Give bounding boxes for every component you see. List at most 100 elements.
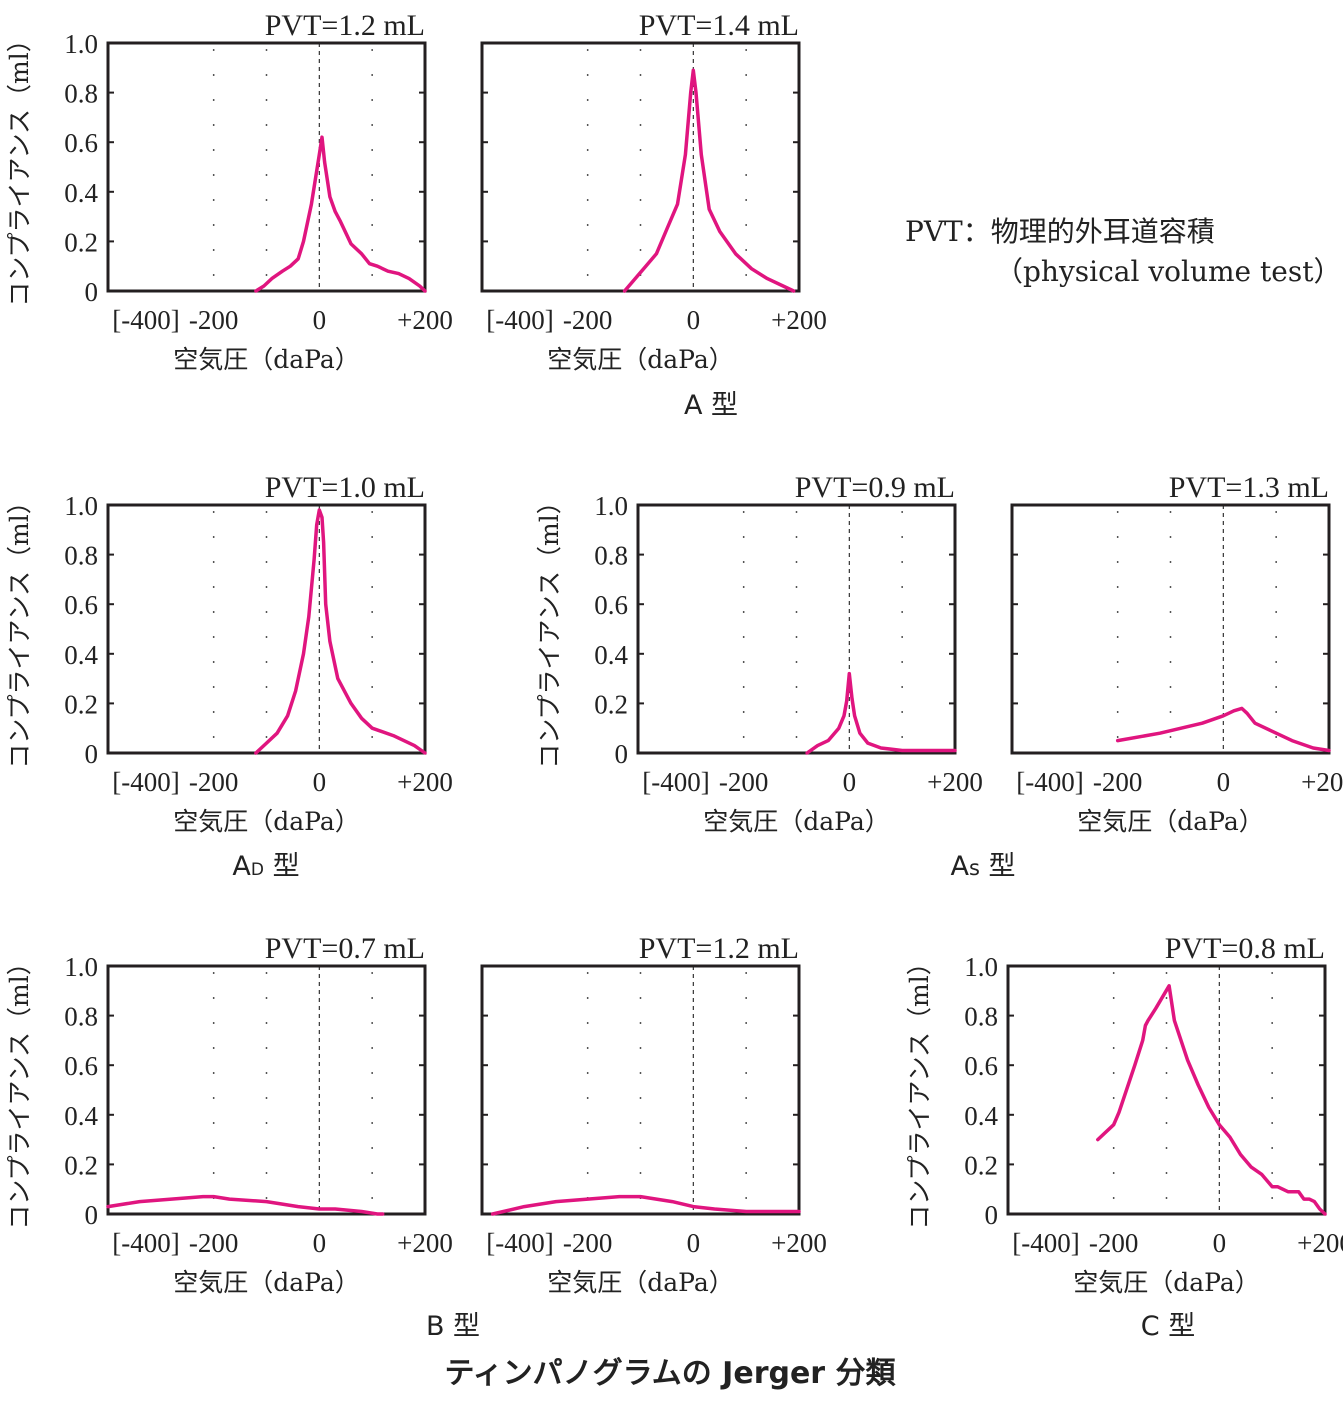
y-tick-label: 0.2 (64, 1150, 98, 1180)
chart-panel-4: PVT=0.9 mL [-400] -200 0 +200 空気圧（daPa） 1.0 0.8… (535, 471, 983, 836)
y-axis-label: コンプライアンス（ml） (5, 27, 34, 306)
y-tick-label: 0.2 (594, 689, 628, 719)
group-label-b: B 型 (426, 1311, 480, 1342)
x-tick-label: [-400] (486, 1228, 553, 1258)
y-tick-label: 1.0 (64, 29, 98, 59)
x-tick-label: +200 (1301, 767, 1343, 797)
pvt-title: PVT=0.7 mL (265, 932, 425, 965)
plot-frame (1010, 503, 1331, 755)
y-tick-label: 0.2 (64, 227, 98, 257)
x-tick-label: 0 (313, 1228, 327, 1258)
x-tick-label: [-400] (642, 767, 709, 797)
pvt-title: PVT=1.2 mL (265, 9, 425, 42)
compliance-curve (622, 68, 796, 293)
y-tick-label: 0 (615, 739, 629, 769)
x-tick-label: [-400] (112, 305, 179, 335)
x-tick-label: +200 (397, 767, 453, 797)
pvt-note-line1: PVT：物理的外耳道容積 (905, 215, 1215, 248)
chart-panel-7: PVT=1.2 mL [-400] -200 0 +200 空気圧（daPa） (480, 932, 827, 1297)
y-tick-label: 0.6 (64, 590, 98, 620)
x-tick-label: -200 (1093, 767, 1143, 797)
x-tick-label: 0 (687, 1228, 701, 1258)
x-axis-label: 空気圧（daPa） (173, 345, 360, 374)
x-tick-label: +200 (927, 767, 983, 797)
group-label-c: C 型 (1141, 1311, 1195, 1342)
compliance-curve (254, 135, 427, 293)
pvt-title: PVT=1.0 mL (265, 471, 425, 504)
pvt-note-line2: （physical volume test） (995, 255, 1341, 288)
chart-panel-3: PVT=1.0 mL [-400] -200 0 +200 空気圧（daPa） 1.0 0.8… (5, 471, 453, 836)
y-tick-label: 0.4 (64, 1101, 98, 1131)
x-tick-label: +200 (771, 1228, 827, 1258)
x-tick-label: -200 (1089, 1228, 1139, 1258)
x-tick-label: [-400] (486, 305, 553, 335)
compliance-curve (805, 671, 957, 755)
x-axis-label: 空気圧（daPa） (703, 807, 890, 836)
chart-panel-1: PVT=1.2 mL [-400] -200 0 +200 空気圧（daPa） 1.0 0.8… (5, 9, 453, 374)
y-tick-label: 0.4 (64, 640, 98, 670)
plot-frame (106, 964, 427, 1216)
chart-panel-6: PVT=0.7 mL [-400] -200 0 +200 空気圧（daPa） 1.0 0.8… (5, 932, 453, 1297)
y-tick-label: 0.4 (64, 178, 98, 208)
compliance-curve (1096, 984, 1327, 1216)
y-tick-label: 0 (985, 1200, 999, 1230)
compliance-curve (1115, 706, 1331, 753)
plot-frame (480, 964, 801, 1216)
y-tick-label: 0.6 (964, 1051, 998, 1081)
pvt-title: PVT=1.2 mL (639, 932, 799, 965)
figure-caption: ティンパノグラムの Jerger 分類 (444, 1356, 896, 1391)
compliance-curve (254, 508, 427, 755)
y-tick-label: 1.0 (64, 491, 98, 521)
compliance-curve (106, 1194, 385, 1216)
group-label-a: A 型 (684, 390, 738, 421)
plot-frame (106, 41, 427, 293)
plot-frame (1006, 964, 1327, 1216)
y-tick-label: 0 (85, 277, 99, 307)
x-tick-label: 0 (1213, 1228, 1227, 1258)
x-tick-label: -200 (563, 1228, 613, 1258)
x-tick-label: [-400] (1012, 1228, 1079, 1258)
chart-panels: PVT=1.2 mL [-400] -200 0 +200 空気圧（daPa） 1.0 0.8… (5, 9, 1343, 1297)
y-tick-label: 1.0 (594, 491, 628, 521)
y-tick-label: 0.8 (594, 541, 628, 571)
x-tick-label: -200 (563, 305, 613, 335)
y-tick-label: 0.6 (64, 128, 98, 158)
y-axis-label: コンプライアンス（ml） (5, 950, 34, 1229)
y-tick-label: 0.2 (964, 1150, 998, 1180)
y-tick-label: 0.4 (964, 1101, 998, 1131)
y-tick-label: 0.6 (64, 1051, 98, 1081)
group-label-ad: AD 型 (232, 851, 299, 882)
y-tick-label: 0.8 (64, 79, 98, 109)
x-tick-label: +200 (771, 305, 827, 335)
x-tick-label: -200 (189, 1228, 239, 1258)
y-tick-label: 0.2 (64, 689, 98, 719)
y-tick-label: 0 (85, 1200, 99, 1230)
y-tick-label: 1.0 (64, 952, 98, 982)
x-axis-label: 空気圧（daPa） (173, 1268, 360, 1297)
x-tick-label: +200 (397, 305, 453, 335)
x-axis-label: 空気圧（daPa） (1077, 807, 1264, 836)
x-axis-label: 空気圧（daPa） (547, 345, 734, 374)
y-tick-label: 0.6 (594, 590, 628, 620)
pvt-title: PVT=0.8 mL (1165, 932, 1325, 965)
x-tick-label: 0 (843, 767, 857, 797)
pvt-title: PVT=1.3 mL (1169, 471, 1329, 504)
compliance-curve (490, 1194, 801, 1216)
x-tick-label: 0 (1217, 767, 1231, 797)
chart-panel-8: PVT=0.8 mL [-400] -200 0 +200 空気圧（daPa） 1.0 0.8… (905, 932, 1343, 1297)
x-axis-label: 空気圧（daPa） (173, 807, 360, 836)
x-tick-label: [-400] (1016, 767, 1083, 797)
x-tick-label: 0 (687, 305, 701, 335)
chart-panel-5: PVT=1.3 mL [-400] -200 0 +200 空気圧（daPa） (1010, 471, 1343, 836)
x-tick-label: -200 (189, 305, 239, 335)
x-tick-label: +200 (1297, 1228, 1343, 1258)
y-tick-label: 0 (85, 739, 99, 769)
plot-frame (636, 503, 957, 755)
x-tick-label: [-400] (112, 767, 179, 797)
y-tick-label: 0.8 (964, 1002, 998, 1032)
y-axis-label: コンプライアンス（ml） (535, 489, 564, 768)
y-tick-label: 0.4 (594, 640, 628, 670)
y-axis-label: コンプライアンス（ml） (5, 489, 34, 768)
x-axis-label: 空気圧（daPa） (1073, 1268, 1260, 1297)
